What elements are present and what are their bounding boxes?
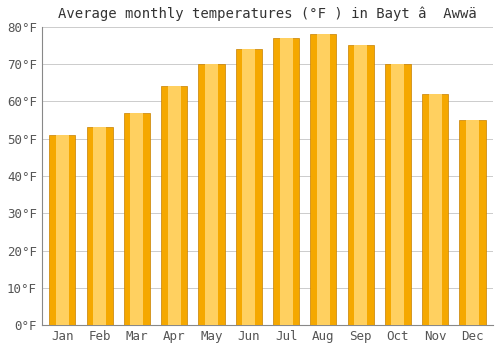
Bar [205, 64, 218, 325]
Bar [392, 64, 404, 325]
Bar [428, 94, 442, 325]
Bar [124, 113, 150, 325]
Title: Average monthly temperatures (°F ) in Bayt â  Awwä: Average monthly temperatures (°F ) in Ba… [58, 7, 477, 21]
Bar [348, 46, 374, 325]
Bar [93, 127, 106, 325]
Bar [56, 135, 69, 325]
Bar [310, 34, 336, 325]
Bar [198, 64, 224, 325]
Bar [242, 49, 256, 325]
Bar [168, 86, 180, 325]
Bar [466, 120, 479, 325]
Bar [273, 38, 299, 325]
Bar [422, 94, 448, 325]
Bar [385, 64, 411, 325]
Bar [354, 46, 367, 325]
Bar [236, 49, 262, 325]
Bar [317, 34, 330, 325]
Bar [130, 113, 143, 325]
Bar [161, 86, 187, 325]
Bar [86, 127, 113, 325]
Bar [280, 38, 292, 325]
Bar [50, 135, 76, 325]
Bar [460, 120, 485, 325]
